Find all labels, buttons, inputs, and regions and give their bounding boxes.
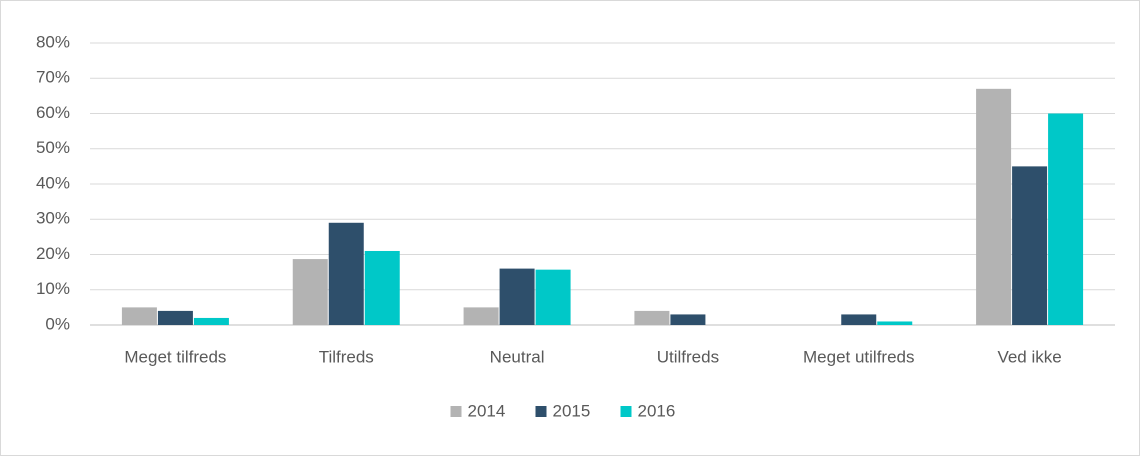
legend-label: 2014 (468, 401, 506, 420)
y-tick-label: 70% (36, 68, 70, 87)
legend-swatch (620, 406, 632, 417)
x-tick-label: Meget utilfreds (803, 347, 915, 366)
bar (193, 317, 229, 325)
y-tick-label: 60% (36, 103, 70, 122)
bar (670, 314, 706, 325)
y-tick-label: 50% (36, 138, 70, 157)
bar (1048, 113, 1084, 325)
bar (1012, 166, 1048, 325)
bar (976, 88, 1012, 325)
x-tick-label: Utilfreds (657, 347, 719, 366)
bar (364, 250, 400, 325)
x-tick-label: Ved ikke (997, 347, 1061, 366)
x-tick-label: Meget tilfreds (124, 347, 226, 366)
bar (463, 307, 499, 325)
y-tick-label: 40% (36, 173, 70, 192)
bar (877, 321, 913, 325)
legend-label: 2015 (553, 401, 591, 420)
bar (157, 310, 193, 325)
x-tick-label: Tilfreds (319, 347, 374, 366)
bar (499, 268, 535, 325)
y-tick-label: 0% (45, 314, 70, 333)
bar (292, 259, 328, 325)
bar (121, 307, 157, 325)
y-tick-label: 80% (36, 32, 70, 51)
y-tick-label: 10% (36, 279, 70, 298)
legend-swatch (450, 406, 462, 417)
bar (841, 314, 877, 325)
bar (535, 269, 571, 325)
x-tick-label: Neutral (490, 347, 545, 366)
bar (634, 310, 670, 325)
bar (328, 222, 364, 325)
legend-swatch (535, 406, 547, 417)
y-tick-label: 20% (36, 244, 70, 263)
y-tick-label: 30% (36, 209, 70, 228)
legend-label: 2016 (638, 401, 676, 420)
